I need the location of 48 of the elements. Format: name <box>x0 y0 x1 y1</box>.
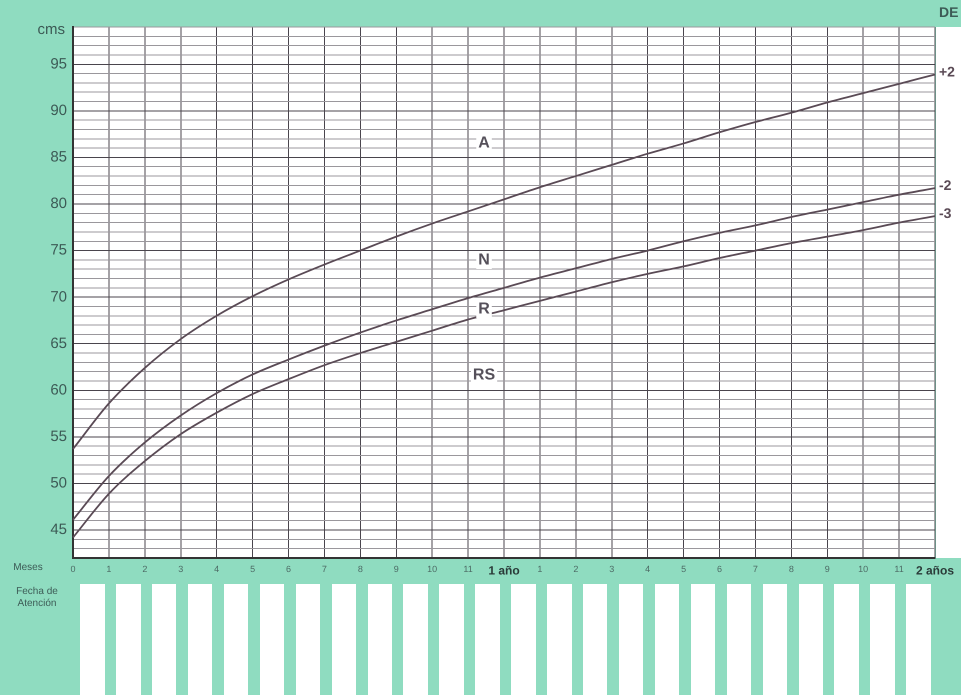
y-tick-label: 50 <box>50 474 67 492</box>
x-tick-label: 5 <box>681 564 686 574</box>
annotation: N <box>478 251 490 268</box>
x-tick-label: 2 años <box>916 564 954 578</box>
x-tick-label: 9 <box>824 564 830 574</box>
y-tick-label: 55 <box>50 428 67 446</box>
text: Fecha de Atención <box>15 586 59 610</box>
x-axis-title: Meses <box>13 562 43 573</box>
x-tick-label: 8 <box>788 564 794 574</box>
annotation: RS <box>472 366 496 384</box>
x-tick-label: 6 <box>286 564 292 574</box>
y-tick-label: 80 <box>50 195 67 212</box>
series-label: -2 <box>939 177 952 194</box>
annotation: A <box>478 134 490 152</box>
series-label: +2 <box>939 63 956 80</box>
series-label: -3 <box>939 204 952 221</box>
y-tick-label: 65 <box>50 334 67 352</box>
y-tick-label: 95 <box>50 55 67 72</box>
x-tick-label: 0 <box>70 564 76 574</box>
x-tick-label: 1 <box>106 564 112 574</box>
y-tick-label: 60 <box>50 381 67 398</box>
x-tick-label: 10 <box>427 564 438 574</box>
x-tick-label: 11 <box>463 564 473 574</box>
y-tick-label: 85 <box>50 148 67 166</box>
x-tick-label: 9 <box>394 564 399 574</box>
legend-title: DE <box>939 4 958 20</box>
y-axis-title: cms <box>38 21 65 38</box>
x-tick-label: 4 <box>645 564 650 574</box>
y-tick-label: 75 <box>50 242 67 259</box>
x-tick-label: 1 año <box>488 564 520 578</box>
y-tick-label: 70 <box>50 288 67 306</box>
x-tick-label: 3 <box>178 564 184 574</box>
y-tick-label: 90 <box>50 102 67 119</box>
x-tick-label: 6 <box>716 564 722 574</box>
x-tick-label: 11 <box>894 564 904 574</box>
x-tick-label: 4 <box>214 564 220 574</box>
x-tick-label: 10 <box>858 564 868 574</box>
x-tick-label: 2 <box>573 564 578 574</box>
y-tick-label: 45 <box>50 521 67 538</box>
annotation: R <box>478 300 490 318</box>
line-series <box>72 74 936 450</box>
x-tick-label: 7 <box>752 564 758 574</box>
x-tick-label: 3 <box>609 564 614 574</box>
x-tick-label: 7 <box>322 564 327 574</box>
x-tick-label: 8 <box>358 564 363 574</box>
x-tick-label: 2 <box>142 564 148 574</box>
x-tick-label: 5 <box>250 564 256 574</box>
x-tick-label: 1 <box>537 564 542 574</box>
